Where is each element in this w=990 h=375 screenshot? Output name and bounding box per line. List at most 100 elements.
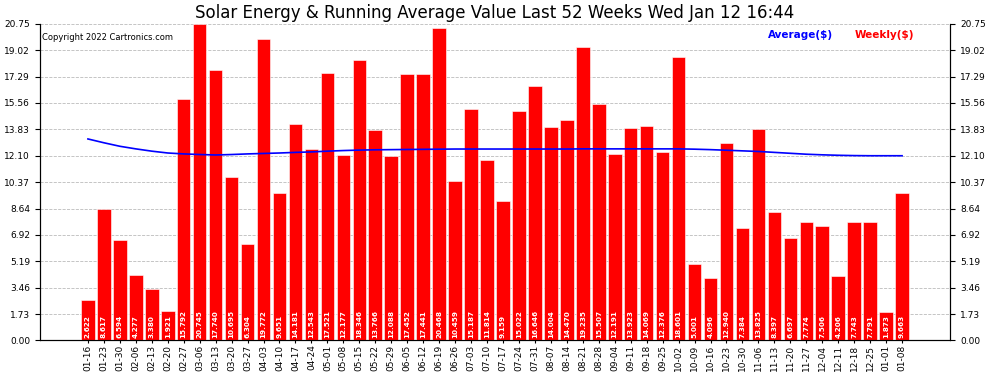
Text: 6.304: 6.304 <box>245 315 250 338</box>
Text: 18.601: 18.601 <box>675 310 681 338</box>
Bar <box>161 311 174 340</box>
Text: 9.159: 9.159 <box>500 315 506 338</box>
Bar <box>177 99 190 340</box>
Text: Average($): Average($) <box>768 30 834 40</box>
Bar <box>352 60 366 340</box>
Text: 7.506: 7.506 <box>820 315 826 338</box>
Text: 4.096: 4.096 <box>708 315 714 338</box>
Text: 15.187: 15.187 <box>468 310 474 338</box>
Text: 20.468: 20.468 <box>437 310 443 338</box>
Text: 8.617: 8.617 <box>101 315 107 338</box>
Text: Copyright 2022 Cartronics.com: Copyright 2022 Cartronics.com <box>42 33 172 42</box>
Bar <box>655 152 669 340</box>
Bar <box>480 160 494 340</box>
Text: 9.651: 9.651 <box>276 315 282 338</box>
Text: 19.235: 19.235 <box>580 310 586 338</box>
Bar <box>145 289 158 340</box>
Bar <box>832 276 845 340</box>
Bar <box>256 39 270 340</box>
Text: 12.191: 12.191 <box>612 310 618 338</box>
Text: 5.001: 5.001 <box>692 315 698 338</box>
Text: 10.695: 10.695 <box>229 310 235 338</box>
Text: 12.088: 12.088 <box>388 310 394 338</box>
Bar <box>863 222 877 340</box>
Text: 17.441: 17.441 <box>420 310 426 338</box>
Bar <box>368 130 382 340</box>
Text: 12.177: 12.177 <box>341 310 346 338</box>
Text: 15.792: 15.792 <box>181 310 187 338</box>
Text: 19.772: 19.772 <box>260 310 266 338</box>
Text: 15.507: 15.507 <box>596 310 602 338</box>
Text: 17.452: 17.452 <box>404 310 410 338</box>
Bar <box>464 109 478 340</box>
Text: 18.346: 18.346 <box>356 310 362 338</box>
Bar <box>592 104 606 340</box>
Text: 14.004: 14.004 <box>547 310 553 338</box>
Text: 13.923: 13.923 <box>628 310 634 338</box>
Bar <box>672 57 685 340</box>
Bar <box>305 149 318 340</box>
Text: 7.384: 7.384 <box>740 315 745 338</box>
Text: 12.376: 12.376 <box>659 310 665 338</box>
Bar <box>512 111 526 340</box>
Text: 7.743: 7.743 <box>851 315 857 338</box>
Text: 4.206: 4.206 <box>836 315 842 338</box>
Text: 4.277: 4.277 <box>133 315 139 338</box>
Text: 1.921: 1.921 <box>164 315 170 338</box>
Bar <box>608 154 622 340</box>
Bar <box>448 181 462 340</box>
Text: 7.791: 7.791 <box>867 315 873 338</box>
Text: 3.380: 3.380 <box>148 315 154 338</box>
Bar <box>272 193 286 340</box>
Bar <box>816 226 829 340</box>
Bar <box>384 156 398 340</box>
Bar <box>895 193 909 340</box>
Bar <box>225 177 239 340</box>
Text: 14.470: 14.470 <box>564 310 570 338</box>
Text: 13.766: 13.766 <box>372 310 378 338</box>
Text: 8.397: 8.397 <box>771 315 777 338</box>
Text: 14.181: 14.181 <box>292 310 298 338</box>
Bar <box>704 278 718 340</box>
Text: 20.745: 20.745 <box>197 310 203 338</box>
Text: 14.069: 14.069 <box>644 310 649 338</box>
Bar <box>241 244 254 340</box>
Bar <box>751 129 765 340</box>
Bar <box>400 74 414 341</box>
Text: 15.022: 15.022 <box>516 310 522 338</box>
Text: 6.594: 6.594 <box>117 315 123 338</box>
Text: 2.622: 2.622 <box>85 315 91 338</box>
Bar <box>544 127 557 341</box>
Bar <box>767 212 781 340</box>
Bar <box>496 201 510 340</box>
Text: 13.825: 13.825 <box>755 310 761 338</box>
Bar <box>624 128 638 340</box>
Text: 11.814: 11.814 <box>484 310 490 338</box>
Bar <box>337 154 350 340</box>
Text: 10.459: 10.459 <box>452 310 458 338</box>
Text: 12.940: 12.940 <box>724 310 730 338</box>
Bar <box>193 24 207 340</box>
Bar <box>576 47 590 340</box>
Text: 17.740: 17.740 <box>213 310 219 338</box>
Bar <box>688 264 701 340</box>
Text: 9.663: 9.663 <box>899 315 905 338</box>
Bar <box>783 238 797 340</box>
Bar <box>528 86 542 340</box>
Bar <box>129 275 143 340</box>
Bar <box>289 124 302 340</box>
Bar <box>560 120 573 340</box>
Bar <box>800 222 813 340</box>
Text: 12.543: 12.543 <box>309 310 315 338</box>
Text: 1.873: 1.873 <box>883 315 889 338</box>
Bar <box>847 222 861 340</box>
Bar <box>97 209 111 340</box>
Bar <box>640 126 653 340</box>
Bar <box>433 28 446 340</box>
Bar <box>113 240 127 340</box>
Bar <box>81 300 95 340</box>
Text: 16.646: 16.646 <box>532 310 538 338</box>
Text: 7.774: 7.774 <box>803 315 809 338</box>
Bar <box>321 73 335 341</box>
Bar <box>209 70 223 340</box>
